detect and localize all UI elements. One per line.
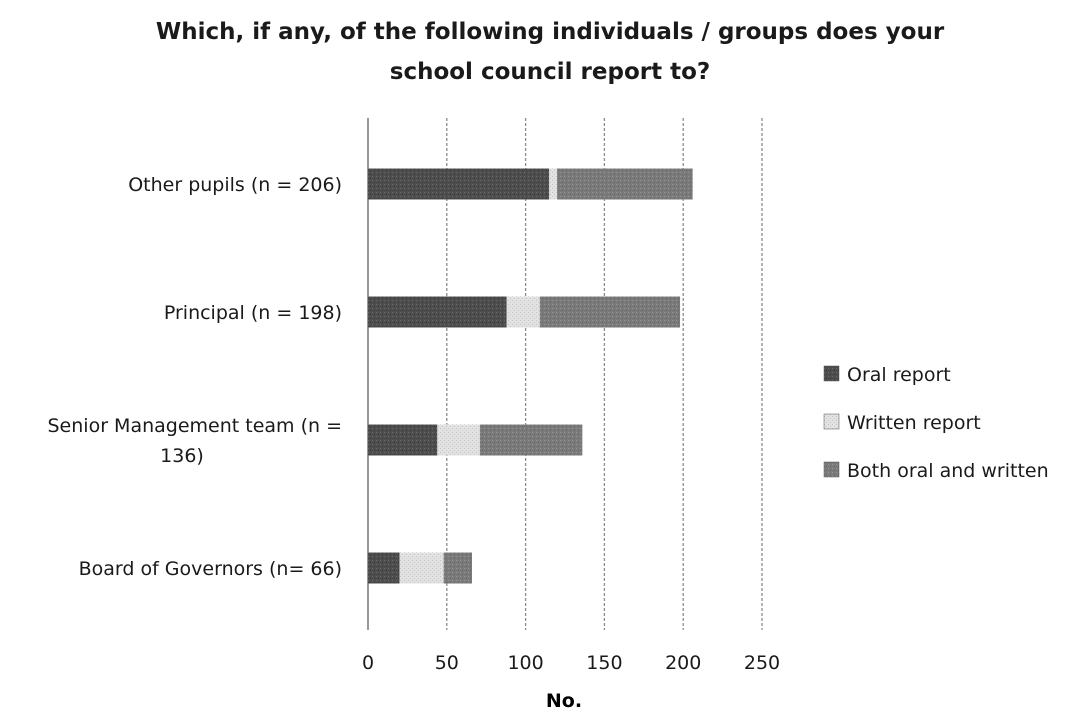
bar-segment: [368, 424, 438, 456]
bars: [368, 168, 693, 584]
bar-segment: [479, 424, 583, 456]
category-label: Other pupils (n = 206): [128, 174, 342, 196]
legend-label: Written report: [847, 412, 981, 434]
legend-label: Oral report: [847, 364, 951, 386]
chart-title-line-1: Which, if any, of the following individu…: [155, 19, 945, 45]
x-tick-label: 250: [744, 652, 780, 674]
category-label: 136): [160, 445, 204, 467]
x-tick-label: 100: [507, 652, 543, 674]
category-label: Board of Governors (n= 66): [79, 558, 342, 580]
legend: Oral report Written report Both oral and w…: [823, 364, 1049, 482]
bar-segment: [437, 424, 480, 456]
bar-segment: [506, 296, 540, 328]
x-tick-labels: 0 50 100 150 200 250: [362, 652, 780, 674]
category-label: Principal (n = 198): [164, 302, 342, 324]
bar-segment: [368, 552, 400, 584]
legend-swatch: [823, 461, 840, 478]
legend-swatch: [823, 365, 840, 382]
x-tick-label: 150: [586, 652, 622, 674]
x-axis-label: No.: [546, 690, 582, 712]
bar-segment: [368, 168, 550, 200]
category-labels: Other pupils (n = 206) Principal (n = 198…: [48, 174, 343, 580]
bar-segment: [557, 168, 693, 200]
bar-segment: [368, 296, 507, 328]
chart-title: Which, if any, of the following individu…: [0, 12, 1081, 92]
x-tick-label: 0: [362, 652, 374, 674]
bar-segment: [443, 552, 473, 584]
gridlines: [446, 118, 763, 630]
chart-title-line-2: school council report to?: [389, 59, 711, 85]
bar-segment: [549, 168, 558, 200]
bar-segment: [399, 552, 444, 584]
bar-segment: [539, 296, 681, 328]
x-tick-label: 50: [435, 652, 459, 674]
legend-swatch: [823, 413, 840, 430]
legend-label: Both oral and written: [847, 460, 1049, 482]
category-label: Senior Management team (n =: [48, 415, 343, 437]
x-tick-label: 200: [665, 652, 701, 674]
